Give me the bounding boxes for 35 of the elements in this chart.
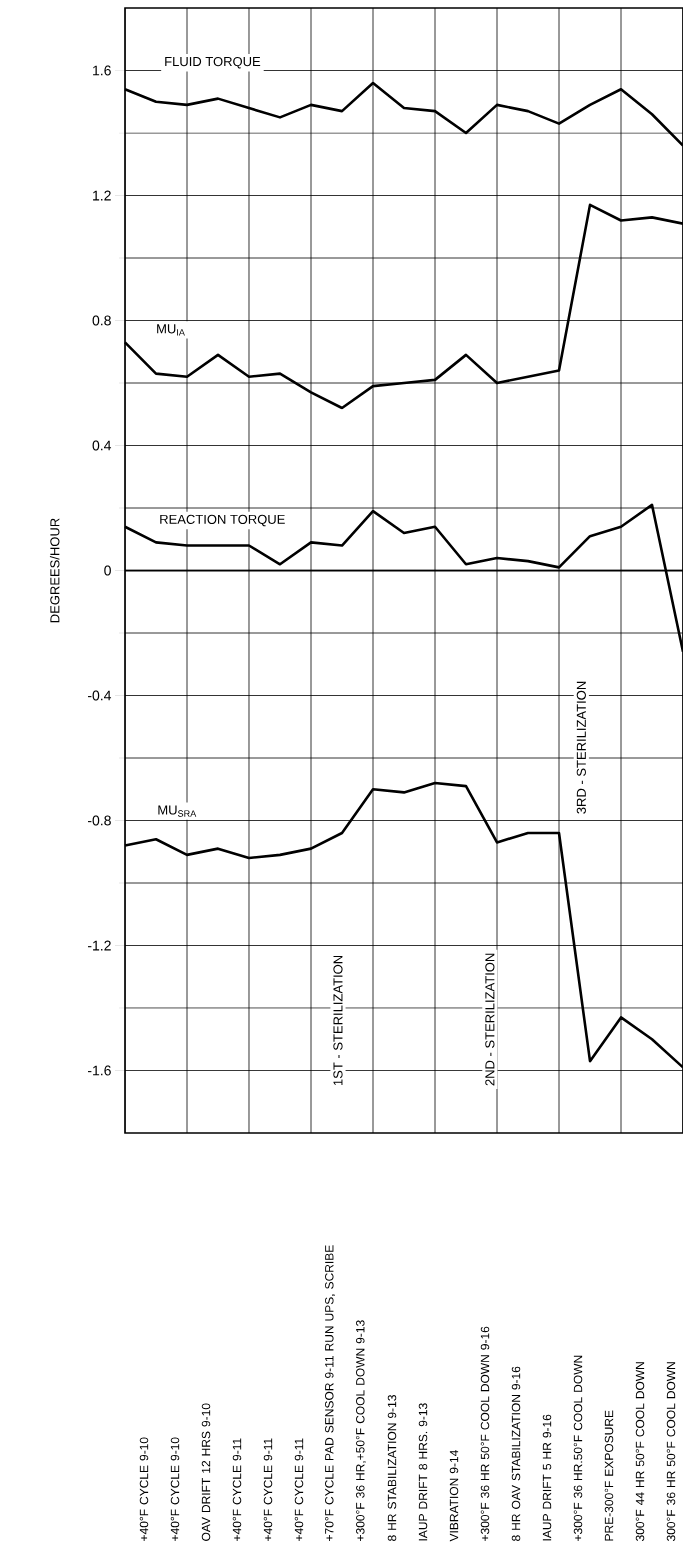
series-label: REACTION TORQUE [160, 514, 285, 527]
x-tick-label: IAUP DRIFT 5 HR 9-16 [542, 1414, 552, 1541]
y-tick-label: -1.6 [87, 1065, 111, 1076]
x-tick-label: OAV DRIFT 12 HRS 9-10 [201, 1403, 211, 1541]
y-tick-label: 1.2 [93, 190, 111, 201]
annotation: 2ND - STERILIZATION [485, 953, 495, 1086]
text: MU$_{IA}$ [157, 324, 185, 336]
x-tick-label: +300°F 36 HR,+50°F COOL DOWN 9-13 [356, 1320, 366, 1541]
y-tick-label: 0.4 [92, 440, 112, 451]
y-axis-title: DEGREES/HOUR [49, 518, 60, 623]
y-tick-label: -1.2 [87, 940, 111, 951]
x-tick-label: 300°F 36 HR 50°F COOL DOWN [666, 1362, 676, 1542]
x-tick-label: 300°F 44 HR 50°F COOL DOWN [635, 1362, 645, 1542]
x-tick-label: +40°F CYCLE 9-11 [294, 1438, 304, 1541]
x-tick-label: VIBRATION 9-14 [449, 1450, 459, 1542]
y-tick-label: -0.4 [87, 690, 112, 701]
annotation: 3RD - STERILIZATION [576, 681, 586, 814]
x-tick-label: PRE-300°F EXPOSURE [604, 1410, 614, 1541]
x-tick-label: IAUP DRIFT 8 HRS. 9-13 [418, 1403, 428, 1541]
x-tick-label: 8 HR OAV STABILIZATION 9-16 [511, 1366, 521, 1541]
y-tick-label: 0 [104, 565, 111, 576]
x-tick-label: +70°F CYCLE PAD SENSOR 9-11 RUN UPS, SCRIBE [325, 1245, 335, 1541]
series-label: MU$_{SRA}$ [158, 805, 197, 817]
y-tick-label: -0.8 [87, 815, 111, 826]
x-tick-label: +40°F CYCLE 9-11 [232, 1438, 242, 1541]
y-tick-label: 0.8 [92, 315, 111, 326]
y-tick-label: 1.6 [93, 65, 111, 76]
x-tick-label: +40°F CYCLE 9-10 [139, 1437, 149, 1541]
annotation: 1ST - STERILIZATION [333, 955, 343, 1086]
x-tick-label: +300°F 36 HR.50°F COOL DOWN [573, 1355, 583, 1541]
x-tick-label: +40°F CYCLE 9-11 [263, 1438, 273, 1541]
x-tick-label: 8 HR STABILIZATION 9-13 [387, 1395, 397, 1541]
x-tick-label: +40°F CYCLE 9-10 [170, 1437, 180, 1541]
text: FLUID TORQUE [165, 56, 261, 69]
x-tick-label: +300°F 36 HR 50°F COOL DOWN 9-16 [480, 1326, 490, 1541]
